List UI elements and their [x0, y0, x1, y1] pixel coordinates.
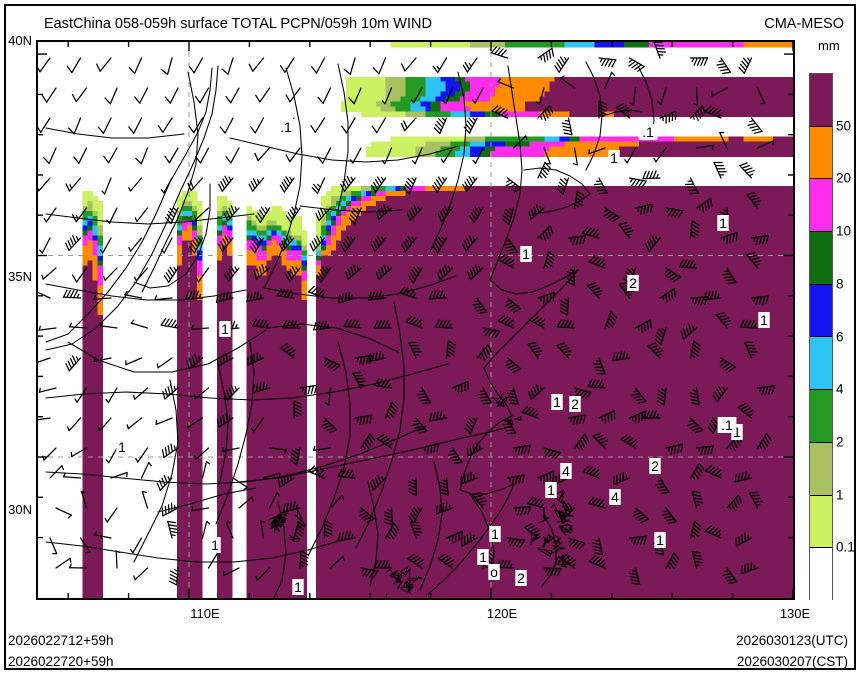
contour-label: .1 [642, 124, 654, 140]
page-title: EastChina 058-059h surface TOTAL PCPN/05… [44, 16, 432, 32]
contour-label: 1 [294, 579, 302, 595]
x-axis-label-120e: 120E [486, 606, 518, 621]
colorbar-tick-6: 6 [836, 329, 844, 344]
contour-label: 1 [656, 532, 664, 548]
contour-label: 1 [118, 439, 126, 455]
contour-label: 4 [562, 463, 570, 479]
contour-label: o [490, 564, 498, 580]
colorbar-tick-4: 4 [836, 381, 844, 397]
contour-label: 1 [211, 537, 219, 553]
contour-label: 1 [719, 215, 727, 231]
contour-label: 1 [733, 424, 741, 440]
x-axis-label-130e: 130E [779, 606, 811, 621]
figure-border [4, 4, 856, 670]
model-label: CMA-MESO [764, 16, 844, 32]
contour-label: 2 [517, 570, 525, 586]
contour-label: 1 [221, 321, 229, 337]
footer-valid-time-cst: 2026030207(CST) [736, 654, 848, 669]
y-axis-label-40n: 40N [8, 33, 32, 48]
contour-label: 1 [610, 150, 618, 166]
contour-label: 1 [553, 394, 561, 410]
map-plot-area: .1.1 1 1 1 2 1 1 1 2 2 1.1 1 4 4 1 1 1 1 o 2 1 1 [36, 40, 795, 600]
y-axis-label-30n: 30N [8, 502, 32, 517]
colorbar-tick-8: 8 [836, 276, 844, 292]
contour-label: 2 [571, 396, 579, 412]
contour-label: 4 [611, 489, 619, 505]
colorbar-band-10-20 [810, 179, 832, 233]
colorbar-tick-labels: 50 20 10 8 6 4 2 1 0.1 [836, 73, 860, 600]
colorbar-tick-20: 20 [836, 170, 852, 186]
contour-label: 2 [651, 458, 659, 474]
contour-label: 1 [760, 312, 768, 328]
colorbar-unit-label: mm [818, 38, 840, 53]
colorbar-band-20-50 [810, 126, 832, 180]
contour-label: 2 [629, 275, 637, 291]
footer-init-time-utc: 2026022712+59h [8, 633, 114, 648]
x-axis-label-110e: 110E [190, 606, 220, 621]
colorbar-tick-1: 1 [836, 487, 844, 503]
footer-valid-time-utc: 2026030123(UTC) [736, 633, 848, 648]
colorbar[interactable] [809, 73, 833, 601]
colorbar-band-6-8 [810, 284, 832, 338]
colorbar-tick-50: 50 [836, 118, 852, 134]
contour-label: 1 [522, 246, 530, 262]
footer-init-time-cst: 2026022720+59h [8, 654, 114, 669]
colorbar-band-above-50 [810, 74, 832, 127]
y-axis-label-35n: 35N [8, 269, 32, 284]
colorbar-band-0.1-1 [810, 495, 832, 549]
colorbar-tick-0p1: 0.1 [836, 539, 855, 555]
contour-label: .1 [280, 119, 292, 135]
contour-label: 1 [547, 482, 555, 498]
colorbar-tick-10: 10 [836, 223, 852, 239]
colorbar-band-4-6 [810, 337, 832, 391]
colorbar-band-8-10 [810, 232, 832, 285]
colorbar-band-2-4 [810, 390, 832, 443]
contour-label: 1 [479, 549, 487, 565]
colorbar-tick-2: 2 [836, 434, 844, 450]
colorbar-band-1-2 [810, 442, 832, 496]
contour-label: 1 [491, 526, 499, 542]
colorbar-band-0-0.1 [810, 548, 832, 601]
contour-label: .1 [721, 417, 733, 433]
